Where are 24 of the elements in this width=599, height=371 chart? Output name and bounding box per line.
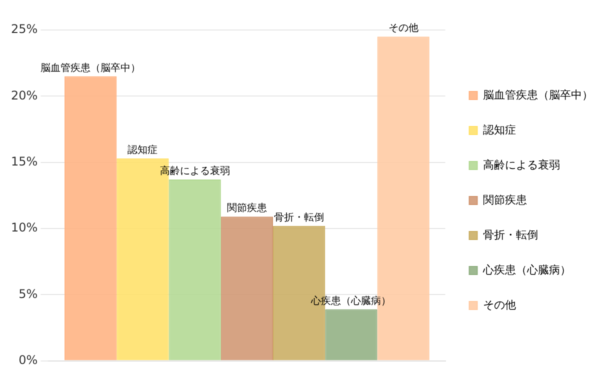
text: 骨折・転倒 — [274, 212, 324, 224]
bar — [64, 76, 117, 360]
text: 高齢による衰弱 — [160, 166, 230, 178]
y-tick-label: 20% — [11, 88, 38, 102]
legend-label: 関節疾患 — [482, 193, 527, 206]
legend-label: 認知症 — [482, 123, 516, 136]
text: 脳血管疾患（脳卒中） — [40, 62, 141, 74]
text: その他 — [388, 23, 418, 34]
legend-label: 高齢による衰弱 — [482, 158, 560, 172]
bar — [325, 309, 378, 360]
bar — [220, 216, 274, 360]
y-tick-label: 25% — [11, 22, 38, 36]
legend-label: 骨折・転倒 — [482, 228, 538, 242]
text: 認知症 — [128, 144, 158, 156]
bar — [116, 158, 169, 360]
y-tick-label: 10% — [11, 220, 38, 235]
y-tick-label: 5% — [18, 286, 38, 301]
legend-label: 脳血管疾患（脳卒中） — [482, 88, 593, 102]
legend-label: その他 — [482, 298, 516, 312]
bar — [168, 180, 221, 360]
y-tick-label: 0% — [18, 352, 38, 367]
legend-label: 心疾患（心臓病） — [482, 263, 571, 276]
y-tick-label: 15% — [11, 154, 38, 168]
text: 関節疾患 — [226, 203, 267, 214]
